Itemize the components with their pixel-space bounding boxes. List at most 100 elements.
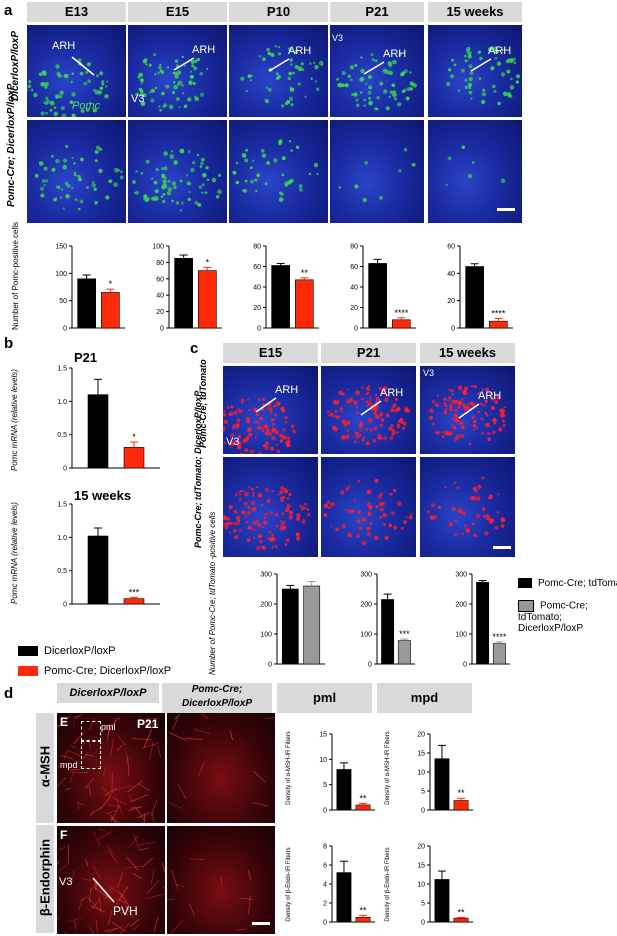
fiber [76,802,85,806]
cell-dot [249,79,252,82]
cell-dot [250,500,256,505]
cell-dot [43,166,48,171]
cell-dot [496,61,502,66]
chart-a-15w: 0 20 40 60 **** [447,244,513,332]
cell-dot [502,419,505,423]
cell-dot [80,109,85,113]
cell-dot [460,433,465,438]
cell-dot [248,408,251,412]
cell-dot [461,145,465,149]
cell-dot [475,426,478,429]
cell-dot [313,61,316,65]
cell-dot [396,501,402,507]
label-arh-c3: ARH [478,390,502,402]
cell-dot [55,64,60,69]
cell-dot [314,65,319,70]
cell-dot [455,416,459,420]
cell-dot [237,443,242,448]
cell-dot [395,407,401,412]
cell-dot [468,90,473,95]
fiber [70,744,77,749]
cell-dot [464,78,468,82]
fiber [130,918,140,927]
micrograph-a-p21-mutant [330,120,424,223]
cell-dot [369,396,372,399]
fiber [128,806,142,811]
pointer-line-a2 [173,57,195,71]
cell-dot [441,431,444,434]
pointer-line-c1 [255,397,277,413]
cell-dot [244,515,247,518]
cell-dot [457,385,463,391]
cell-dot [192,82,196,85]
cell-dot [336,77,340,81]
y-tick-label: 10 [319,757,327,764]
fiber [252,802,269,807]
y-tick-label: 40 [447,271,455,278]
bar [397,640,411,665]
y-tick-label: 5 [421,901,425,908]
fiber [85,858,89,867]
cell-dot [372,438,377,443]
cell-dot [237,408,241,412]
cell-dot [300,62,304,66]
cell-dot [252,494,255,497]
cell-dot [234,535,239,540]
cell-dot [489,392,492,396]
cell-dot [244,158,249,163]
cell-dot [492,46,498,52]
cell-dot [196,153,200,157]
row-label-c-tomato-dicer: Pomc-Cre; tdTomato; DicerloxP/loxP [193,390,203,548]
label-d-v3: V3 [59,876,73,888]
fiber [133,833,141,851]
cell-dot [374,59,378,63]
cell-dot [411,162,416,167]
cell-dot [158,65,162,70]
label-arh-a4: ARH [383,48,407,60]
cell-dot [504,414,507,417]
cell-dot [492,84,496,89]
cell-dot [290,424,295,429]
cell-dot [217,189,222,195]
cell-dot [313,162,319,168]
cell-dot [162,193,166,196]
micrograph-c-15w-control [420,366,515,454]
cell-dot [262,444,266,448]
cell-dot [453,63,457,67]
micrograph-a-p10-control [229,25,328,117]
cell-dot [161,173,166,178]
cell-dot [235,494,238,497]
cell-dot [488,496,492,500]
cell-dot [105,195,110,200]
fiber [73,731,86,745]
cell-dot [289,510,293,515]
fiber [145,893,165,900]
cell-dot [89,101,92,105]
cell-dot [478,77,482,80]
fiber [161,886,165,889]
scale-bar-a [497,208,515,211]
cell-dot [275,401,281,407]
cell-dot [310,77,313,80]
cell-dot [267,87,272,92]
fiber [138,783,150,791]
cell-dot [33,92,38,98]
cell-dot [97,90,102,95]
column-header-d-mpd: mpd [377,683,472,713]
cell-dot [91,183,96,188]
fiber [171,870,179,890]
cell-dot [288,140,292,143]
cell-dot [38,72,43,76]
significance-mark: *** [129,587,140,597]
cell-dot [271,490,274,493]
cell-dot [160,195,164,199]
cell-dot [257,493,263,498]
cell-dot [163,103,168,108]
cell-dot [471,402,476,407]
cell-dot [279,490,284,495]
significance-mark: **** [491,308,506,318]
fiber [109,814,117,823]
y-tick-label: 100 [152,244,164,251]
cell-dot [158,105,161,108]
cell-dot [306,512,311,517]
